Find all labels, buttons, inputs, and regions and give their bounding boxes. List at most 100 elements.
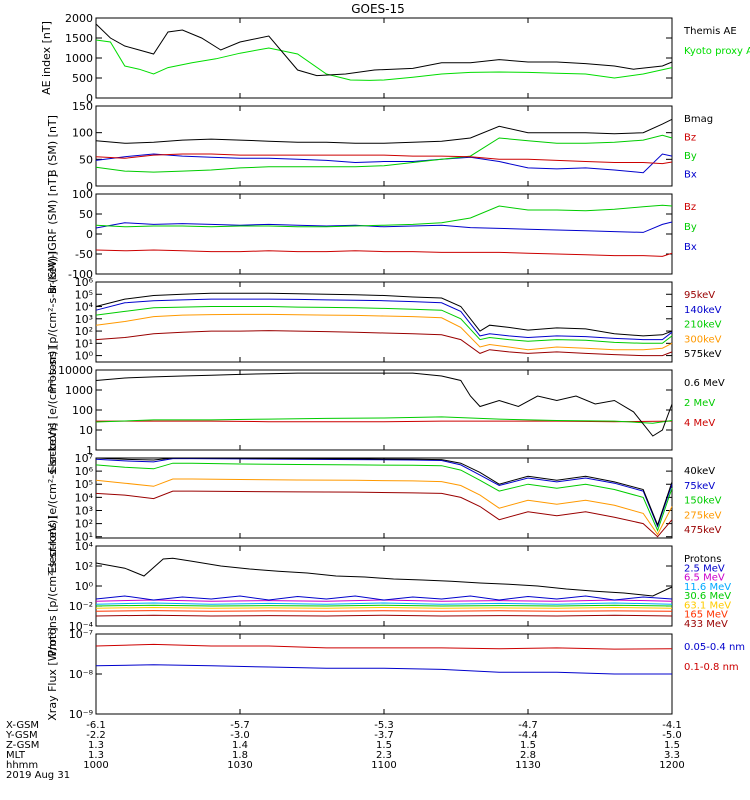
series-line-95keV xyxy=(95,330,673,357)
series-line-Bx xyxy=(95,153,673,174)
y-axis-label: Protons [p/(cm²-s-sr-keV)] xyxy=(46,251,59,392)
ephem-value: -2.2 xyxy=(86,730,106,741)
legend-label: 165 MeV xyxy=(684,610,728,621)
y-tick-label: 1000 xyxy=(65,52,93,65)
series-line-40keV xyxy=(95,457,673,527)
y-axis-label: AE index [nT] xyxy=(40,21,53,95)
ephem-value: -3.0 xyxy=(230,730,250,741)
series-line-Bz xyxy=(95,249,673,257)
series-line-Kyoto-proxy-AE xyxy=(95,39,673,81)
panel-xray: 10⁻⁹ 10⁻⁸ 10⁻⁷ Xray Flux [W/m²] 0.05-0.4 nm 0… xyxy=(46,627,745,721)
y-tick-label: 10⁻⁹ xyxy=(69,708,93,721)
ephem-value: 1.5 xyxy=(376,740,392,751)
y-tick-label: -50 xyxy=(75,248,93,261)
y-tick-label: 100 xyxy=(72,188,93,201)
ephem-value: 1.3 xyxy=(88,740,104,751)
y-tick-label: 10⁴ xyxy=(75,491,94,504)
ephem-row-label: hhmm xyxy=(6,760,38,771)
legend-label: 0.6 MeV xyxy=(684,378,725,389)
y-tick-label: -100 xyxy=(68,268,93,281)
legend-label: Bx xyxy=(684,242,697,253)
chart-title: GOES-15 xyxy=(351,2,405,16)
ephem-value: 1.4 xyxy=(232,740,248,751)
y-tick-label: 500 xyxy=(72,72,93,85)
series-line-Bz xyxy=(95,153,673,165)
panel-bigrf: -100 -50 0 50 100 B (SM)-IGRF (SM) [nT] Bz By Bx xyxy=(46,174,697,294)
y-tick-label: 1 xyxy=(86,444,93,457)
series-line-150keV xyxy=(95,462,673,532)
legend-label: 275keV xyxy=(684,510,722,521)
y-tick-label: 50 xyxy=(79,153,93,166)
y-tick-label: 10² xyxy=(75,518,93,531)
ephem-row-label: MLT xyxy=(6,750,26,761)
ephem-value: -6.1 xyxy=(86,720,106,731)
series-line-Bmag xyxy=(95,118,673,144)
series-line-0.6-MeV xyxy=(95,372,673,437)
legend-label: 150keV xyxy=(684,496,722,507)
legend-label: 40keV xyxy=(684,466,715,477)
series-line-140keV xyxy=(95,298,673,341)
ephem-value: 2.3 xyxy=(376,750,392,761)
ephem-value: -4.1 xyxy=(662,720,682,731)
ephem-value: -5.3 xyxy=(374,720,394,731)
y-tick-label: 10⁰ xyxy=(75,350,94,363)
series-line-165-MeV xyxy=(95,610,673,612)
series-line-300keV xyxy=(95,313,673,351)
series-line-63.1-MeV xyxy=(95,606,673,609)
ephem-value: 3.3 xyxy=(664,750,680,761)
y-tick-label: 0 xyxy=(86,180,93,193)
legend-label: 0.05-0.4 nm xyxy=(684,642,745,653)
panel-frame xyxy=(95,633,673,715)
legend-label: By xyxy=(684,222,697,233)
y-tick-label: 10³ xyxy=(75,313,93,326)
panel-frame xyxy=(95,193,673,275)
series-line-11.6-MeV xyxy=(95,602,673,605)
y-tick-label: 10¹ xyxy=(75,337,93,350)
y-tick-label: 150 xyxy=(72,100,93,113)
y-tick-label: 10⁰ xyxy=(75,580,94,593)
series-line-0.05-0.4-nm xyxy=(95,664,672,675)
legend-label: 0.1-0.8 nm xyxy=(684,662,739,673)
legend-label: 140keV xyxy=(684,305,722,316)
y-tick-label: 1000 xyxy=(65,384,93,397)
y-tick-label: 1500 xyxy=(65,32,93,45)
series-line-275keV xyxy=(95,478,673,536)
y-axis-label: Protons [p/(cm²-s-sr-keV)] xyxy=(46,515,59,656)
y-tick-label: 10⁵ xyxy=(75,478,93,491)
y-tick-label: 10⁴ xyxy=(75,540,94,553)
series-line-575keV xyxy=(95,292,673,337)
y-tick-label: 10⁻⁷ xyxy=(69,628,93,641)
series-line-Bx xyxy=(95,221,673,233)
panel-frame xyxy=(95,105,673,187)
y-tick-label: 10² xyxy=(75,325,93,338)
y-tick-label: 10⁶ xyxy=(75,276,94,289)
legend-label: 4 MeV xyxy=(684,418,715,429)
ephem-value: -4.4 xyxy=(518,730,538,741)
legend-label: Protons xyxy=(684,554,721,565)
panel-frame xyxy=(95,457,673,539)
legend-label: 75keV xyxy=(684,481,715,492)
legend-label: Bz xyxy=(684,202,696,213)
y-tick-label: 10⁻² xyxy=(69,600,93,613)
ephem-row-label: Y-GSM xyxy=(5,730,38,741)
y-tick-label: 10⁻⁸ xyxy=(69,668,94,681)
legend-label: 95keV xyxy=(684,290,715,301)
ephem-row-label: 2019 Aug 31 xyxy=(6,770,70,781)
y-tick-label: 2000 xyxy=(65,12,93,25)
series-line-30.6-MeV xyxy=(95,604,673,607)
y-axis-label: Electrons [e/(cm²-s-sr)] xyxy=(46,346,59,473)
legend-label: Themis AE xyxy=(683,26,737,37)
panel-ae: 0 500 1000 1500 2000 AE index [nT] Themis AE Ky… xyxy=(40,12,750,105)
ephem-row-label: Z-GSM xyxy=(6,740,39,751)
ephem-value: 1.5 xyxy=(520,740,536,751)
x-tick-label: 1100 xyxy=(371,760,396,771)
y-tick-label: 10¹ xyxy=(75,531,93,544)
legend-label: 30.6 MeV xyxy=(684,591,731,602)
series-line-0.1-0.8-nm xyxy=(95,643,673,650)
ephem-value: -5.7 xyxy=(230,720,250,731)
legend-label: 300keV xyxy=(684,334,722,345)
y-tick-label: 10⁻⁴ xyxy=(69,620,94,633)
